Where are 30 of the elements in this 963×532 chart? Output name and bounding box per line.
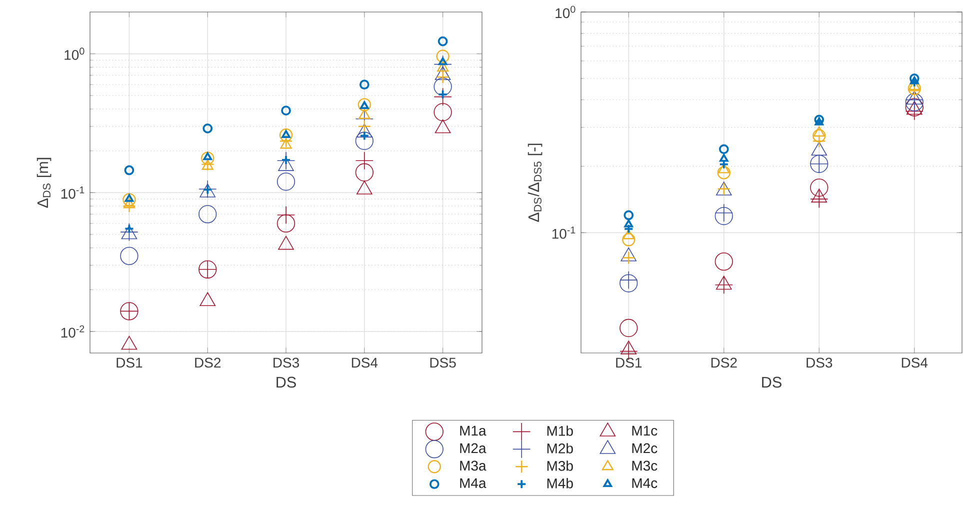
x-axis-title: DS	[276, 376, 296, 388]
x-tick-label: DS3	[274, 358, 300, 368]
legend-label: M2c	[632, 443, 658, 454]
legend-label: M4a	[460, 478, 486, 488]
y-axis-title: Δ$_{DS}$ [m]	[36, 158, 52, 208]
y-tick-label: 10$^{-1}$	[61, 186, 84, 199]
legend-label: M4c	[632, 478, 658, 488]
x-tick-label: DS1	[616, 358, 642, 368]
y-axis-title: Δ$_{DS}$/Δ$_{DS5}$ [-]	[528, 144, 542, 222]
legend-label: M2a	[460, 443, 486, 454]
legend-label: M1b	[547, 426, 573, 436]
y-tick-label: 10$^{0}$	[64, 48, 84, 60]
x-tick-label: DS2	[711, 358, 737, 368]
legend-label: M4b	[547, 478, 573, 488]
legend-label: M3a	[460, 460, 486, 471]
y-tick-label: 10$^{0}$	[556, 6, 576, 18]
x-tick-label: DS5	[430, 358, 456, 368]
x-axis-title: DS	[762, 376, 782, 388]
x-tick-label: DS4	[902, 358, 928, 368]
y-tick-label: 10$^{-1}$	[552, 226, 576, 239]
legend-label: M1a	[460, 426, 486, 436]
legend-label: M3c	[632, 460, 658, 471]
y-tick-label: 10$^{-2}$	[61, 325, 84, 338]
legend-label: M2b	[547, 443, 573, 454]
legend-label: M1c	[632, 426, 658, 436]
x-tick-label: DS4	[352, 358, 378, 368]
x-tick-label: DS3	[806, 358, 832, 368]
x-tick-label: DS2	[195, 358, 220, 368]
x-tick-label: DS1	[116, 358, 142, 368]
legend-label: M3b	[547, 460, 573, 471]
